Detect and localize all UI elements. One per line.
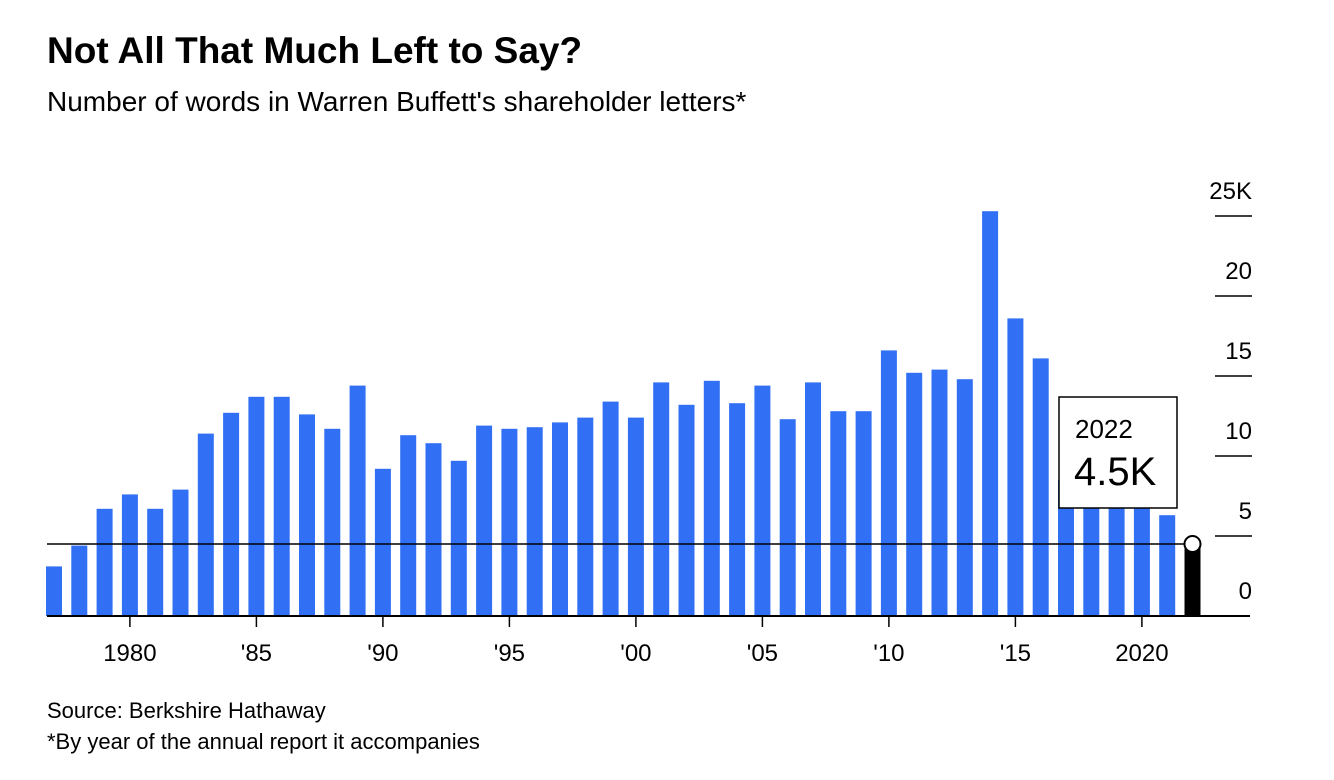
bar-1987	[299, 414, 315, 616]
bar-1979	[96, 508, 113, 616]
bar-1982	[172, 489, 189, 616]
x-tick-label: '15	[1000, 640, 1031, 667]
x-tick-label: '90	[367, 640, 398, 667]
bar-1977	[46, 566, 62, 616]
y-tick-label: 5	[1239, 498, 1252, 525]
bar-1988	[324, 428, 341, 616]
bar-2008	[830, 411, 847, 616]
tooltip-box	[1058, 396, 1178, 509]
bar-1998	[577, 417, 594, 616]
bar-2015	[1007, 318, 1024, 616]
x-tick-label: '10	[873, 640, 904, 667]
bar-2020	[1133, 489, 1150, 616]
bar-2006	[779, 419, 796, 616]
bar-1984	[223, 412, 240, 616]
bar-2005	[754, 385, 771, 616]
x-tick-label: '95	[494, 640, 525, 667]
x-tick-label: 2020	[1115, 640, 1168, 667]
bar-2003	[703, 380, 720, 616]
chart-subtitle: Number of words in Warren Buffett's shar…	[47, 86, 747, 117]
bar-2013	[956, 379, 973, 616]
bar-1994	[476, 425, 493, 616]
chart-title: Not All That Much Left to Say?	[47, 30, 583, 71]
y-tick-label: 0	[1239, 578, 1252, 605]
bar-2012	[931, 369, 948, 616]
bar-1992	[425, 443, 442, 616]
x-tick-label: '00	[620, 640, 651, 667]
bar-1995	[501, 428, 518, 616]
x-tick-label: '05	[747, 640, 778, 667]
bar-1978	[71, 545, 88, 616]
bar-1989	[349, 385, 366, 616]
bar-2009	[855, 411, 872, 616]
bar-2001	[653, 382, 670, 616]
source-note: Source: Berkshire Hathaway	[47, 698, 326, 723]
x-tick-label: '85	[241, 640, 272, 667]
bar-highlight-2022	[1184, 544, 1201, 616]
bar-2019	[1108, 492, 1125, 616]
bar-2004	[729, 403, 746, 616]
bar-1985	[248, 396, 265, 616]
bar-1981	[147, 508, 164, 616]
bar-1997	[552, 422, 568, 616]
highlight-marker	[1183, 535, 1202, 553]
y-tick-label: 10	[1225, 418, 1252, 445]
bar-1996	[526, 427, 543, 616]
bar-2016	[1032, 358, 1049, 616]
bar-2011	[906, 372, 923, 616]
bar-2007	[805, 382, 821, 616]
x-tick-label: 1980	[103, 640, 156, 667]
y-tick-label: 15	[1225, 338, 1252, 365]
tooltip-value: 4.5K	[1074, 450, 1157, 494]
bar-1983	[197, 433, 214, 616]
bar-2002	[678, 404, 695, 616]
bar-2017	[1058, 480, 1074, 616]
y-tick-label: 20	[1225, 258, 1252, 285]
bar-2021	[1159, 515, 1176, 616]
y-tick-label: 25K	[1209, 178, 1252, 205]
tooltip-year: 2022	[1075, 414, 1133, 444]
bar-1991	[400, 435, 417, 616]
bar-1986	[273, 396, 290, 616]
bar-1993	[450, 460, 467, 616]
bar-2014	[982, 211, 999, 616]
bar-2000	[627, 417, 644, 616]
bar-1990	[374, 468, 391, 616]
bar-1999	[602, 401, 619, 616]
footnote: *By year of the annual report it accompa…	[47, 729, 480, 754]
bar-2010	[880, 350, 897, 616]
bar-2018	[1083, 489, 1100, 616]
bar-1980	[121, 494, 138, 616]
